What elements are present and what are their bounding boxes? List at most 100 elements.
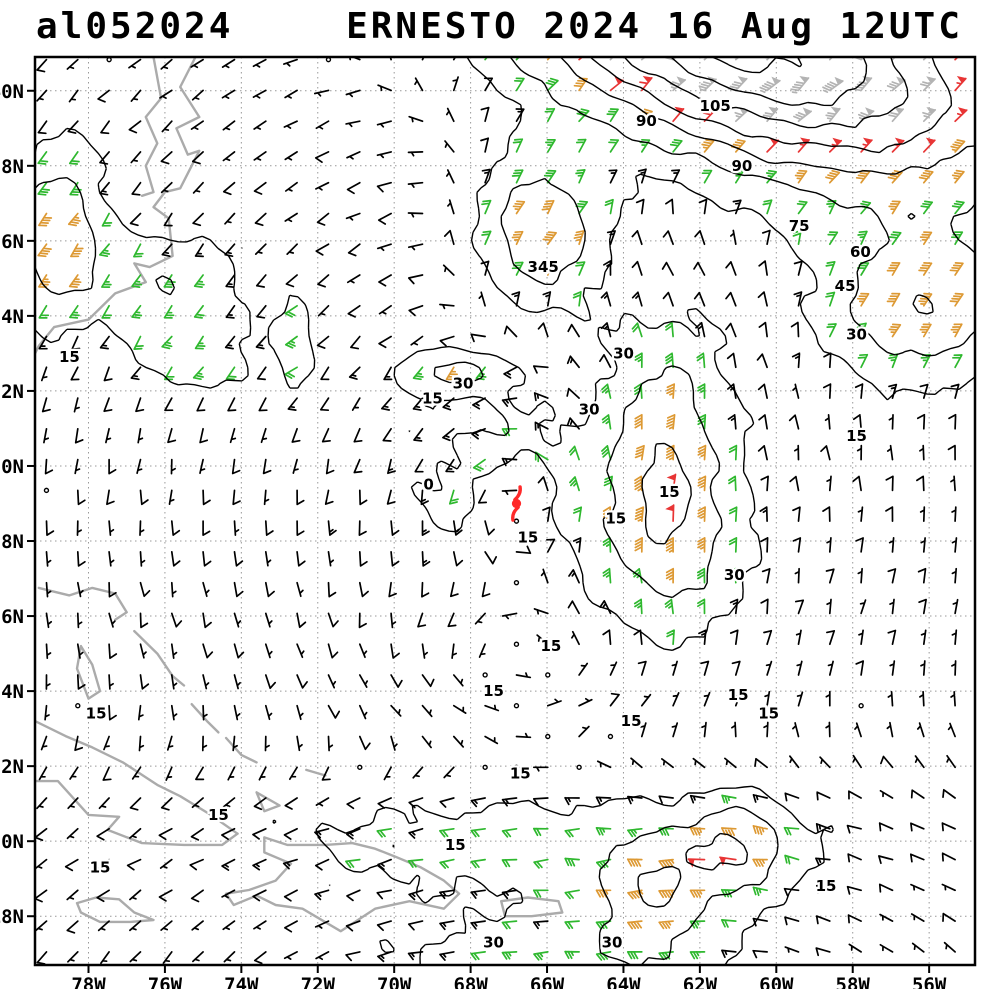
wind-barb [283, 951, 298, 960]
wind-barb [38, 212, 53, 227]
wind-barb [950, 475, 956, 492]
lon-axis-label: 60W [759, 974, 794, 989]
wind-barb [444, 140, 455, 153]
contour-label: 345 [528, 258, 559, 276]
plot-title: ERNESTO 2024 16 Aug 12UTC [346, 6, 963, 47]
wind-barb [159, 89, 173, 99]
wind-barb [162, 951, 173, 964]
contour-label: 45 [835, 277, 856, 295]
wind-barb [163, 212, 173, 227]
wind-barb [325, 458, 335, 475]
wind-barb [856, 262, 870, 276]
wind-barb [160, 920, 173, 931]
wind-barb [232, 489, 241, 506]
wind-barb-flag [737, 57, 740, 59]
wind-barb [856, 444, 863, 461]
coastline-turks [305, 768, 327, 777]
wind-barb [762, 108, 779, 123]
wind-barb [45, 581, 52, 598]
calm-wind-marker [357, 764, 363, 770]
lon-axis-label: 72W [301, 974, 336, 989]
wind-barb-flag [665, 504, 675, 512]
wind-barb [170, 643, 178, 659]
wind-barb [542, 231, 557, 246]
wind-barb [166, 735, 174, 751]
wind-barb [377, 951, 392, 963]
wind-barb [41, 397, 51, 413]
wind-barb [515, 732, 532, 739]
wind-barb [946, 754, 956, 769]
wind-barb-flag [802, 107, 813, 116]
wind-barb [439, 920, 455, 931]
wind-barb [511, 291, 521, 307]
wind-barb [347, 304, 361, 318]
wind-barb [345, 951, 361, 962]
wind-barb [765, 660, 773, 676]
contour-label: 30 [846, 326, 867, 344]
wind-barb [43, 427, 50, 444]
wind-barb [752, 825, 768, 836]
wind-barb [544, 107, 556, 123]
wind-barb [757, 383, 768, 399]
wind-barb [96, 889, 110, 903]
contour-label: 15 [86, 705, 107, 723]
wind-barb [449, 581, 459, 598]
calm-wind-marker [576, 764, 582, 770]
wind-barb [920, 354, 932, 369]
wind-barb [564, 796, 580, 806]
wind-barb [757, 291, 768, 307]
wind-barb [376, 151, 392, 159]
wind-barb [759, 79, 781, 94]
wind-barb [532, 365, 549, 374]
wind-barb [158, 889, 173, 902]
wind-barb [108, 551, 115, 567]
wind-barb [376, 120, 392, 128]
wind-barb [512, 138, 524, 153]
wind-barb [445, 366, 458, 381]
wind-barb [515, 672, 532, 679]
wind-barb [886, 721, 894, 738]
wind-barb [167, 427, 177, 444]
wind-barb [288, 766, 298, 781]
wind-barb [296, 551, 306, 567]
wind-barb [671, 660, 678, 676]
wind-barb [947, 722, 956, 738]
wind-barb [731, 721, 737, 738]
wind-barb [133, 243, 144, 258]
wind-barb [69, 304, 80, 319]
calm-wind-marker [513, 518, 520, 524]
wind-barb [880, 755, 894, 769]
wind-barb [133, 335, 144, 350]
wind-barb [666, 383, 676, 399]
wind-barb [732, 199, 742, 215]
wind-barb [260, 427, 268, 444]
wind-barb [346, 797, 361, 810]
wind-barb [950, 690, 956, 707]
wind-barb [637, 660, 647, 676]
wind-barb-flag [676, 76, 687, 85]
wind-barb [919, 383, 929, 399]
wind-barb [630, 757, 643, 769]
wind-barb [567, 323, 580, 338]
wind-barb [73, 397, 80, 413]
wind-barb [256, 304, 267, 319]
wind-barb [284, 212, 298, 223]
wind-barb [634, 537, 643, 553]
wind-barb [693, 291, 706, 307]
wind-barb [69, 766, 79, 780]
wind-barb [472, 458, 486, 472]
wind-barb [222, 797, 236, 808]
wind-barb [407, 920, 424, 931]
wind-barb [665, 352, 674, 369]
contour-label: 15 [483, 682, 504, 700]
wind-barb [40, 366, 48, 382]
lat-axis-label: 24N [0, 681, 24, 703]
wind-barb [796, 660, 803, 676]
calm-wind-marker [43, 487, 50, 494]
wind-barb [601, 414, 612, 430]
wind-barb [721, 949, 737, 959]
wind-barb [196, 397, 206, 412]
wind-barb [726, 352, 737, 369]
wind-barb [262, 458, 272, 475]
wind-barb [918, 169, 934, 184]
